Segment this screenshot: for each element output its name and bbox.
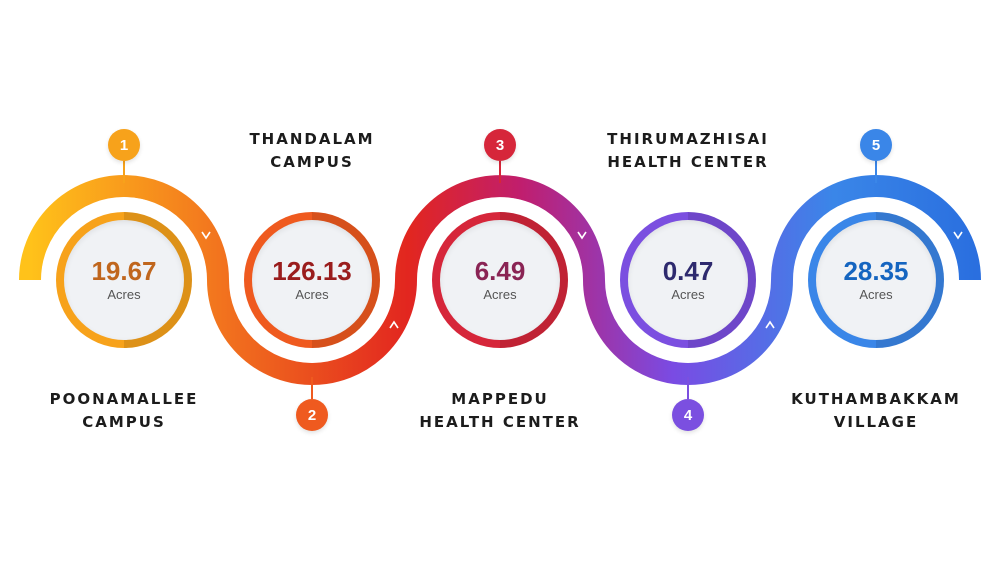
location-label: MAPPEDU HEALTH CENTER [419,390,581,431]
wave-arrow-line [41,197,959,363]
badge-connector [499,161,501,183]
badge-connector [875,161,877,183]
value-disc: 19.67 Acres [64,220,184,340]
step-badge: 4 [672,399,704,431]
acreage-value: 6.49 [474,256,526,286]
acreage-value: 28.35 [843,256,909,286]
wave-arrows [201,231,963,329]
badge-connector [687,377,689,399]
acreage-unit: Acres [483,287,517,302]
value-disc: 6.49 Acres [440,220,560,340]
arrow-chevron [765,320,775,329]
acreage-unit: Acres [107,287,141,302]
arrow-chevron [201,231,211,240]
arrow-chevron [577,231,587,240]
value-disc: 126.13 Acres [252,220,372,340]
arrow-chevron [953,231,963,240]
location-label: KUTHAMBAKKAM VILLAGE [791,390,961,431]
acreage-value: 126.13 [272,256,352,286]
wave-path [19,175,981,385]
arrow-chevron [389,320,399,329]
value-disc: 0.47 Acres [628,220,748,340]
step-badge: 3 [484,129,516,161]
acreage-unit: Acres [295,287,329,302]
acreage-unit: Acres [671,287,705,302]
acreage-unit: Acres [859,287,893,302]
acreage-value: 0.47 [662,256,714,286]
step-badge: 1 [108,129,140,161]
location-label: THIRUMAZHISAI HEALTH CENTER [607,130,769,171]
value-disc: 28.35 Acres [816,220,936,340]
acreage-value: 19.67 [91,256,157,286]
location-label: POONAMALLEE CAMPUS [49,390,199,431]
badge-connector [123,161,125,183]
location-label: THANDALAM CAMPUS [249,130,375,171]
step-badge: 5 [860,129,892,161]
step-badge: 2 [296,399,328,431]
badge-connector [311,377,313,399]
